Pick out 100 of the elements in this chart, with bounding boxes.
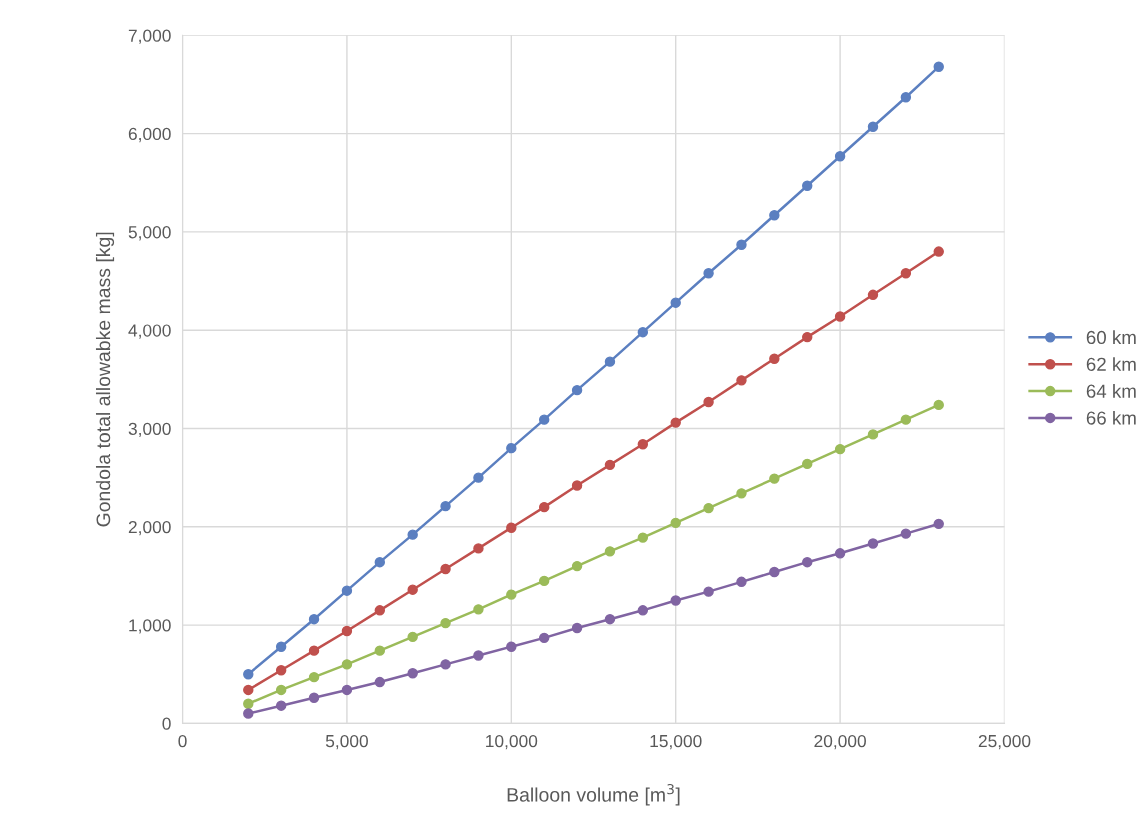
point [736, 239, 747, 250]
point [506, 641, 517, 652]
point [769, 566, 780, 578]
y-tick-label: 4,000 [128, 324, 171, 339]
y-tick-label: 2,000 [128, 520, 171, 536]
point [374, 645, 386, 656]
point [802, 331, 813, 343]
point [275, 700, 287, 711]
point [933, 246, 944, 257]
point [407, 631, 418, 643]
point [440, 563, 451, 575]
point [703, 502, 714, 514]
point [769, 353, 780, 364]
point [900, 414, 912, 425]
point [736, 375, 747, 386]
point [933, 399, 944, 411]
point [374, 605, 386, 616]
point [538, 575, 550, 587]
point [900, 267, 912, 279]
point [243, 698, 254, 709]
point [440, 500, 451, 512]
point [506, 522, 517, 533]
point [867, 538, 879, 549]
point [538, 414, 550, 425]
legend-label: 62 km [1086, 357, 1136, 371]
point [834, 311, 846, 322]
point [506, 442, 517, 454]
point [637, 532, 649, 543]
point [900, 528, 912, 539]
point [736, 576, 747, 588]
point [637, 605, 649, 616]
point [604, 613, 616, 625]
y-tick-label: 1,000 [129, 619, 171, 634]
point [834, 443, 846, 455]
point [275, 641, 287, 652]
point [308, 692, 320, 704]
point [703, 267, 714, 279]
point [571, 622, 583, 634]
point [506, 589, 517, 600]
point [473, 543, 484, 554]
point [308, 645, 320, 656]
point [802, 556, 813, 568]
point [834, 548, 846, 559]
point [769, 210, 780, 221]
point [407, 529, 418, 540]
point [703, 396, 714, 408]
point [275, 684, 287, 696]
point [407, 668, 418, 679]
x-tick-label: 25,000 [978, 734, 1031, 750]
point [867, 121, 879, 132]
point [275, 665, 287, 676]
point [308, 613, 320, 625]
point [867, 429, 879, 440]
legend-label: 60 km [1086, 330, 1136, 345]
point [867, 289, 879, 301]
point [341, 659, 353, 670]
point [243, 684, 254, 696]
x-tick-label: 20,000 [814, 734, 866, 750]
point [670, 297, 681, 308]
point [538, 632, 550, 644]
point [243, 708, 254, 719]
legend-label: 64 km [1086, 384, 1136, 398]
point [900, 92, 912, 103]
point [571, 384, 583, 396]
point [637, 439, 649, 450]
x-tick-label: 15,000 [650, 734, 702, 750]
y-tick-label: 0 [162, 717, 171, 730]
point [670, 517, 681, 529]
y-tick-label: 3,000 [128, 422, 171, 438]
y-tick-label: 6,000 [128, 127, 171, 143]
point [604, 546, 616, 557]
point [407, 584, 418, 595]
point [243, 669, 254, 680]
point [473, 650, 484, 661]
legend-label: 66 km [1086, 410, 1136, 425]
point [604, 459, 616, 471]
point [440, 617, 451, 629]
point [670, 417, 681, 428]
point [341, 585, 353, 596]
point [834, 151, 846, 162]
point [538, 501, 550, 513]
point [308, 671, 320, 683]
x-tick-label: 10,000 [486, 734, 538, 750]
point [473, 472, 484, 483]
x-tick-label: 5,000 [325, 734, 368, 750]
point [933, 518, 944, 530]
point [933, 61, 944, 73]
point [703, 586, 714, 597]
y-tick-label: 5,000 [128, 226, 171, 241]
y-tick-label: 7,000 [128, 29, 171, 44]
x-tick-label: 0 [178, 734, 187, 748]
x-axis-title: Balloon volume [m$^{3}$] [507, 783, 680, 806]
point [802, 458, 813, 470]
point [604, 356, 616, 367]
point [802, 180, 813, 191]
point [374, 676, 386, 688]
point [341, 684, 353, 696]
point [637, 326, 649, 338]
point [571, 480, 583, 491]
point [473, 604, 484, 615]
